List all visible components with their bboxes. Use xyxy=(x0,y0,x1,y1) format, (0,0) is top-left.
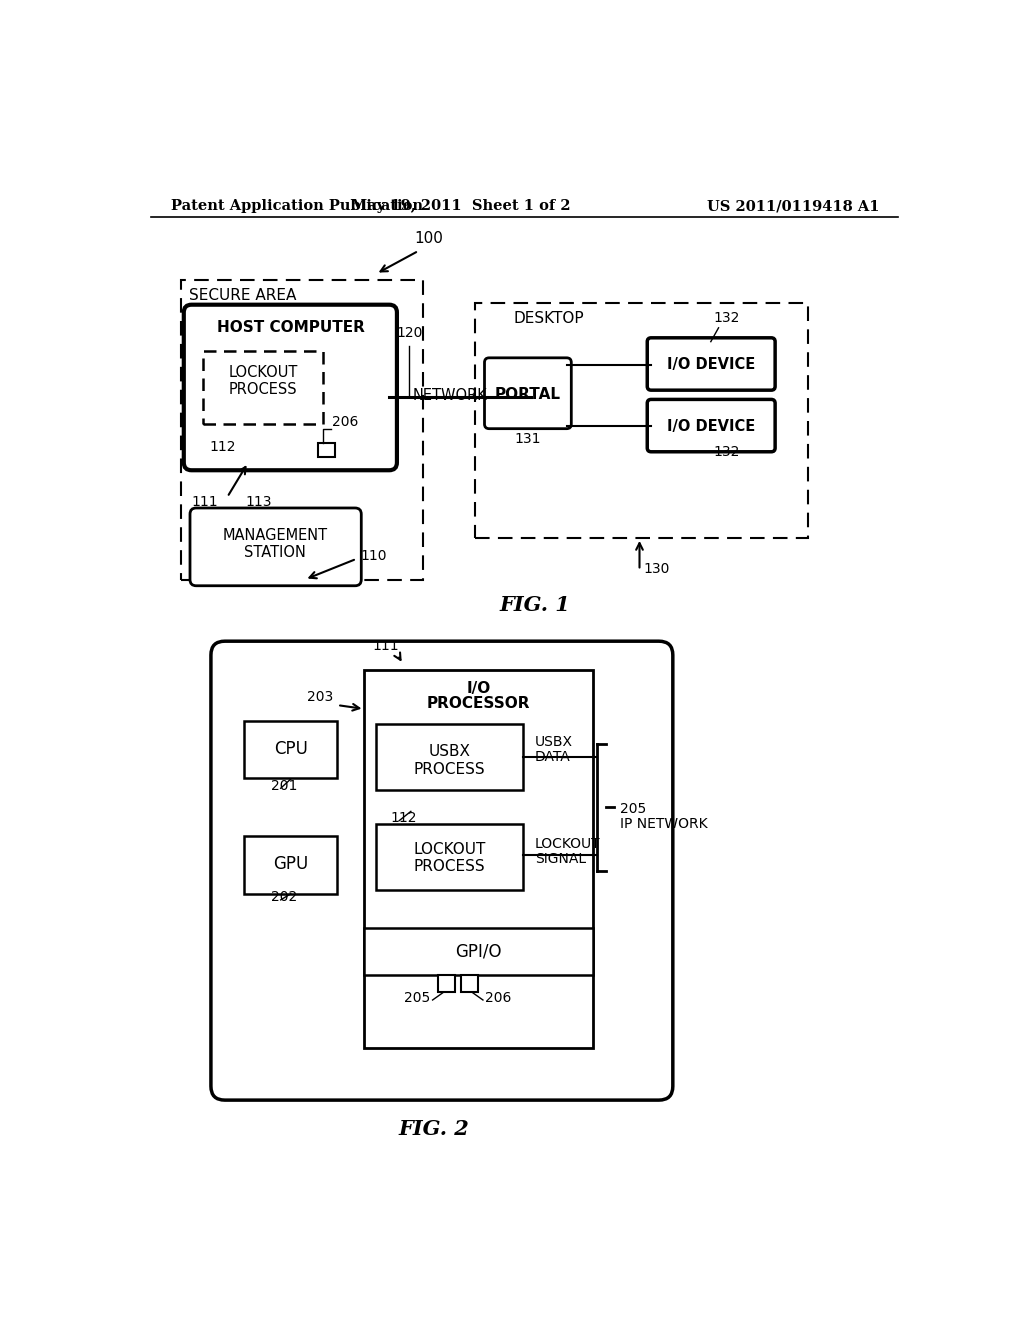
FancyBboxPatch shape xyxy=(647,400,775,451)
Text: 132: 132 xyxy=(713,445,739,459)
Text: 113: 113 xyxy=(246,495,272,510)
Text: FIG. 1: FIG. 1 xyxy=(500,595,570,615)
FancyBboxPatch shape xyxy=(376,825,523,890)
Text: DESKTOP: DESKTOP xyxy=(513,312,584,326)
Text: I/O DEVICE: I/O DEVICE xyxy=(667,418,755,434)
FancyBboxPatch shape xyxy=(211,642,673,1100)
Text: 131: 131 xyxy=(515,433,541,446)
Text: 112: 112 xyxy=(209,440,236,454)
Text: 111: 111 xyxy=(373,639,399,652)
Text: US 2011/0119418 A1: US 2011/0119418 A1 xyxy=(708,199,880,213)
FancyBboxPatch shape xyxy=(183,305,397,470)
FancyBboxPatch shape xyxy=(180,280,423,581)
FancyBboxPatch shape xyxy=(203,351,324,424)
Text: IP NETWORK: IP NETWORK xyxy=(621,817,708,832)
Bar xyxy=(438,974,455,991)
FancyBboxPatch shape xyxy=(245,721,337,779)
Text: LOCKOUT: LOCKOUT xyxy=(414,842,485,858)
Text: FIG. 2: FIG. 2 xyxy=(398,1118,469,1139)
FancyBboxPatch shape xyxy=(647,338,775,391)
Bar xyxy=(461,974,478,991)
FancyBboxPatch shape xyxy=(376,725,523,789)
Text: 203: 203 xyxy=(307,690,334,705)
Text: DATA: DATA xyxy=(535,750,570,764)
Text: Patent Application Publication: Patent Application Publication xyxy=(171,199,423,213)
Text: 202: 202 xyxy=(271,891,298,904)
Text: 112: 112 xyxy=(390,810,417,825)
Text: 100: 100 xyxy=(415,231,443,246)
Text: HOST COMPUTER: HOST COMPUTER xyxy=(217,321,365,335)
Text: 206: 206 xyxy=(484,990,511,1005)
FancyBboxPatch shape xyxy=(365,928,593,974)
Text: 111: 111 xyxy=(191,495,218,510)
Text: 130: 130 xyxy=(643,562,670,576)
Text: LOCKOUT: LOCKOUT xyxy=(535,837,600,850)
Text: PORTAL: PORTAL xyxy=(495,387,561,403)
Text: NETWORK: NETWORK xyxy=(413,388,487,403)
Text: 205: 205 xyxy=(404,990,430,1005)
Text: CPU: CPU xyxy=(273,741,307,758)
Text: USBX: USBX xyxy=(535,735,572,748)
Text: PROCESS: PROCESS xyxy=(414,762,485,776)
FancyBboxPatch shape xyxy=(475,304,809,539)
Text: 206: 206 xyxy=(332,416,358,429)
Text: 205: 205 xyxy=(621,803,646,816)
Text: I/O DEVICE: I/O DEVICE xyxy=(667,358,755,372)
Text: PROCESS: PROCESS xyxy=(414,859,485,874)
FancyBboxPatch shape xyxy=(245,836,337,894)
Text: 120: 120 xyxy=(396,326,423,341)
Text: LOCKOUT: LOCKOUT xyxy=(228,364,298,380)
Text: GPU: GPU xyxy=(273,855,308,874)
Text: 110: 110 xyxy=(360,549,387,564)
Text: GPI/O: GPI/O xyxy=(455,942,502,961)
Text: PROCESSOR: PROCESSOR xyxy=(427,696,530,711)
Text: I/O: I/O xyxy=(466,681,490,696)
Text: 132: 132 xyxy=(713,312,739,326)
FancyBboxPatch shape xyxy=(484,358,571,429)
Text: SECURE AREA: SECURE AREA xyxy=(189,288,296,304)
Text: MANAGEMENT: MANAGEMENT xyxy=(222,528,328,544)
FancyBboxPatch shape xyxy=(190,508,361,586)
Text: PROCESS: PROCESS xyxy=(228,381,297,397)
FancyBboxPatch shape xyxy=(365,671,593,1048)
Text: SIGNAL: SIGNAL xyxy=(535,851,586,866)
Text: 201: 201 xyxy=(271,779,298,793)
Bar xyxy=(317,444,335,457)
Text: STATION: STATION xyxy=(245,545,306,560)
Text: USBX: USBX xyxy=(429,743,471,759)
Text: May 19, 2011  Sheet 1 of 2: May 19, 2011 Sheet 1 of 2 xyxy=(351,199,571,213)
